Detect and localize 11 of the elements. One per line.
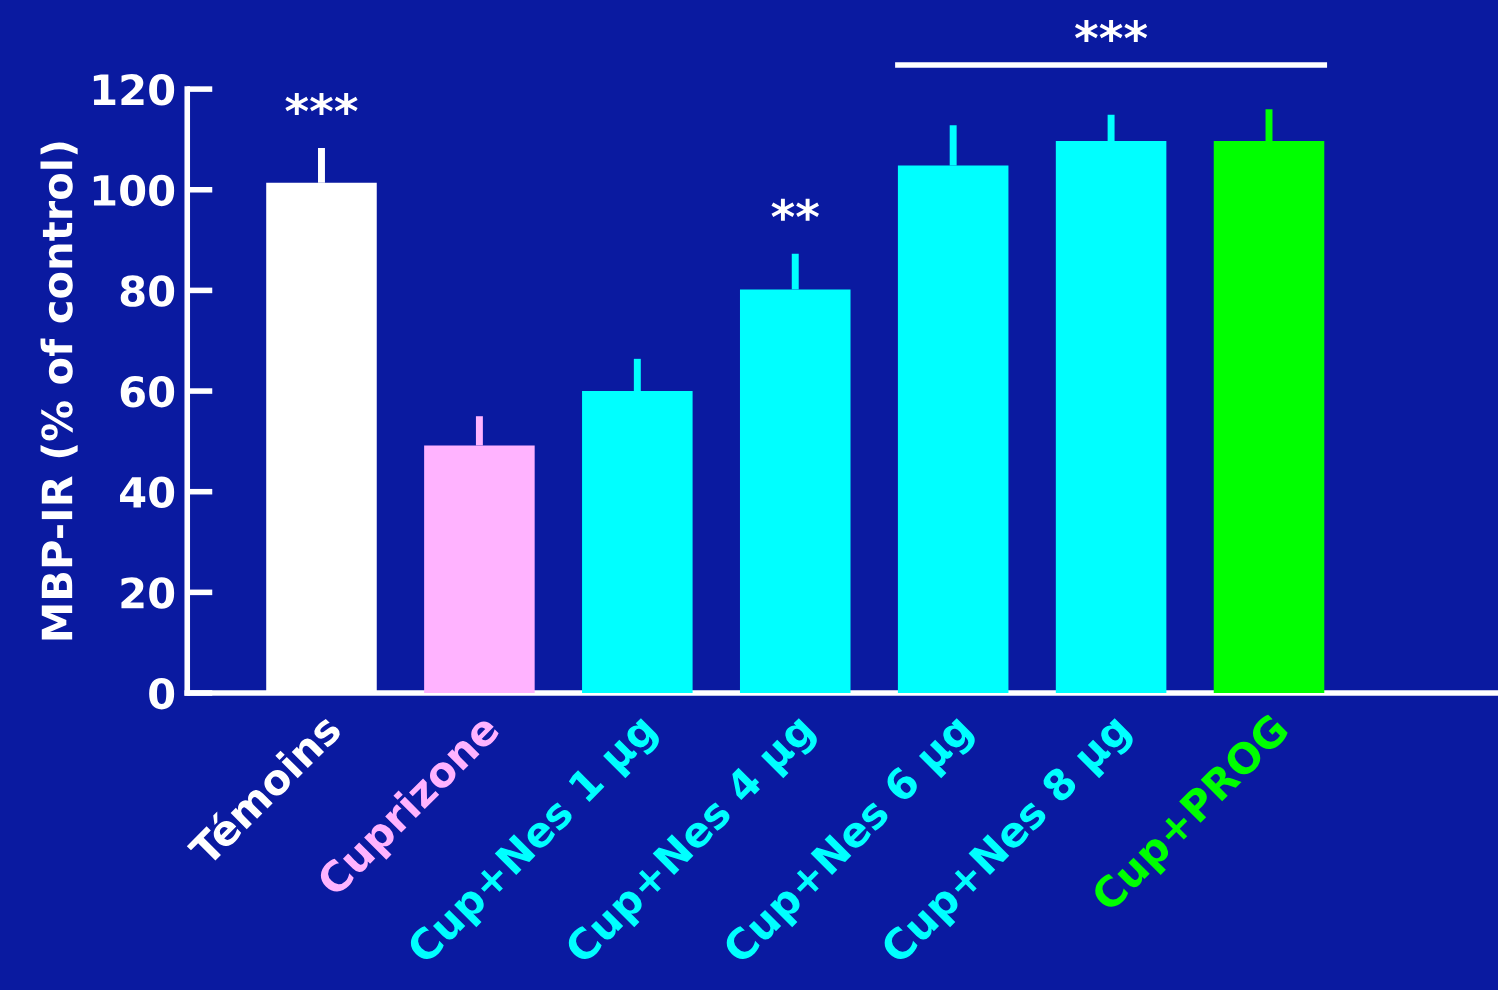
y-tick-label: 80 (120, 275, 175, 307)
y-axis-title: MBP-IR (% of control) (40, 142, 78, 640)
y-tick-label: 40 (120, 476, 175, 509)
y-tick-label: 60 (120, 375, 175, 408)
y-tick-label: 0 (149, 677, 175, 710)
text: *** (1074, 20, 1148, 42)
y-tick-label: 120 (93, 74, 175, 106)
y-tick-label: 100 (93, 174, 175, 207)
annotation: ** (771, 198, 819, 221)
y-tick-label: 20 (121, 577, 175, 609)
annotation: *** (285, 93, 358, 115)
